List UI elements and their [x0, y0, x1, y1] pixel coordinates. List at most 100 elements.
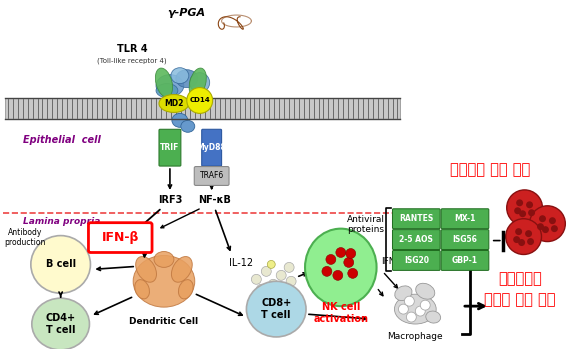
Circle shape	[518, 239, 525, 246]
Text: 바이러스에
감염됨 세포 제거: 바이러스에 감염됨 세포 제거	[484, 271, 555, 307]
Text: MD2: MD2	[164, 99, 184, 108]
Text: NK cell
activation: NK cell activation	[314, 302, 368, 324]
Circle shape	[516, 199, 523, 206]
Text: (Toll-like receptor 4): (Toll-like receptor 4)	[97, 57, 167, 64]
Ellipse shape	[426, 311, 441, 323]
Text: IRF3: IRF3	[158, 195, 182, 205]
Ellipse shape	[305, 229, 377, 306]
Ellipse shape	[156, 84, 178, 98]
Text: Antiviral
proteins: Antiviral proteins	[347, 215, 385, 235]
Ellipse shape	[172, 113, 188, 127]
Ellipse shape	[189, 68, 206, 97]
Text: Dendritic Cell: Dendritic Cell	[129, 316, 198, 326]
Ellipse shape	[181, 120, 195, 132]
Circle shape	[256, 284, 266, 294]
Text: Antibody
production: Antibody production	[4, 228, 46, 247]
Ellipse shape	[154, 252, 174, 267]
Text: Macrophage: Macrophage	[388, 332, 443, 342]
Circle shape	[346, 248, 356, 258]
Ellipse shape	[178, 280, 193, 299]
Ellipse shape	[156, 75, 184, 97]
Circle shape	[506, 219, 542, 254]
Text: RANTES: RANTES	[399, 214, 433, 223]
FancyBboxPatch shape	[202, 129, 222, 166]
Circle shape	[333, 270, 343, 280]
Text: ISG20: ISG20	[404, 256, 429, 265]
Circle shape	[187, 88, 213, 113]
Circle shape	[286, 276, 296, 286]
Circle shape	[530, 206, 565, 241]
Circle shape	[514, 207, 521, 214]
FancyBboxPatch shape	[441, 209, 489, 229]
Circle shape	[537, 223, 544, 230]
Text: Epithelial  cell: Epithelial cell	[23, 135, 101, 145]
Circle shape	[527, 238, 534, 245]
Ellipse shape	[136, 257, 157, 282]
Text: TRAF6: TRAF6	[200, 172, 224, 181]
Circle shape	[271, 286, 281, 296]
Circle shape	[528, 209, 535, 216]
Circle shape	[549, 217, 556, 224]
Ellipse shape	[159, 94, 189, 112]
Circle shape	[326, 254, 336, 264]
Ellipse shape	[32, 298, 89, 350]
Circle shape	[336, 247, 346, 258]
FancyBboxPatch shape	[441, 251, 489, 270]
Text: TRIF: TRIF	[160, 143, 180, 152]
Text: GBP-1: GBP-1	[452, 256, 478, 265]
Circle shape	[398, 304, 408, 314]
Text: IL-12: IL-12	[229, 258, 254, 268]
FancyBboxPatch shape	[393, 251, 440, 270]
Bar	[5, 98, 400, 119]
FancyBboxPatch shape	[393, 209, 440, 229]
Text: MX-1: MX-1	[454, 214, 476, 223]
Ellipse shape	[176, 70, 198, 88]
Circle shape	[420, 300, 430, 310]
Text: IFN-γ: IFN-γ	[381, 257, 404, 266]
Circle shape	[344, 258, 354, 267]
Text: MyD88: MyD88	[197, 143, 227, 152]
Text: IFN-β: IFN-β	[101, 231, 139, 244]
Circle shape	[519, 210, 526, 217]
Circle shape	[526, 201, 533, 208]
FancyBboxPatch shape	[159, 129, 181, 166]
Circle shape	[404, 296, 414, 306]
Ellipse shape	[416, 283, 435, 299]
Ellipse shape	[190, 73, 210, 92]
Ellipse shape	[156, 68, 173, 97]
Circle shape	[268, 279, 278, 289]
Ellipse shape	[394, 294, 436, 324]
Ellipse shape	[246, 281, 306, 337]
FancyBboxPatch shape	[441, 230, 489, 250]
Circle shape	[513, 236, 520, 243]
Text: 2-5 AOS: 2-5 AOS	[400, 235, 433, 244]
Circle shape	[416, 306, 425, 316]
FancyBboxPatch shape	[194, 167, 229, 186]
Ellipse shape	[133, 256, 195, 307]
Text: ISG56: ISG56	[453, 235, 478, 244]
Circle shape	[525, 230, 532, 237]
Circle shape	[282, 285, 290, 293]
Circle shape	[276, 270, 286, 280]
Circle shape	[406, 312, 416, 322]
Circle shape	[551, 225, 558, 232]
Ellipse shape	[135, 280, 149, 299]
Text: TLR 4: TLR 4	[117, 44, 148, 54]
Circle shape	[261, 266, 271, 277]
Circle shape	[539, 215, 546, 222]
Circle shape	[267, 260, 275, 268]
Text: NF-κB: NF-κB	[198, 195, 231, 205]
Circle shape	[348, 268, 358, 278]
Ellipse shape	[31, 236, 91, 293]
Text: 바이러스 복제 억제: 바이러스 복제 억제	[450, 162, 530, 177]
Text: γ-PGA: γ-PGA	[168, 8, 206, 18]
Circle shape	[251, 274, 261, 284]
Ellipse shape	[171, 68, 189, 84]
Circle shape	[515, 228, 522, 235]
Text: CD4+
T cell: CD4+ T cell	[46, 313, 76, 335]
Circle shape	[542, 226, 549, 233]
Text: CD14: CD14	[189, 98, 210, 104]
Ellipse shape	[172, 257, 192, 282]
Text: B cell: B cell	[46, 259, 76, 270]
FancyBboxPatch shape	[88, 223, 152, 252]
